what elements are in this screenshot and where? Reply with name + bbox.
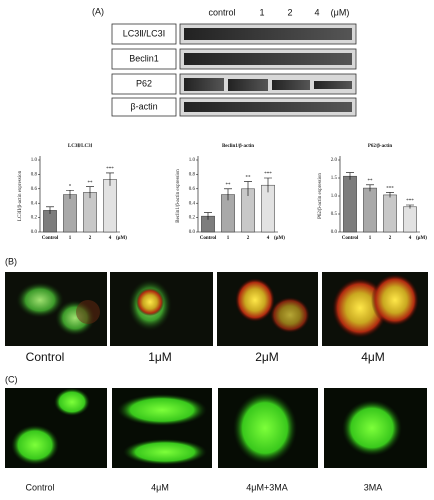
significance-label: **: [226, 183, 232, 188]
micrograph-row: [5, 272, 428, 346]
y-tick-label: 0.0: [331, 230, 338, 235]
y-tick-label: 0.4: [189, 201, 196, 206]
dose-label: 1: [259, 7, 264, 17]
image-label: 3MA: [364, 482, 383, 492]
panel-label: (A): [92, 6, 104, 16]
error-bar: [86, 186, 94, 199]
error-bar: [204, 212, 212, 220]
significance-label: **: [246, 176, 252, 181]
error-bar: [106, 172, 114, 186]
error-bar: [366, 184, 374, 192]
significance-label: *: [69, 184, 72, 189]
error-bar: [386, 192, 394, 198]
bar: [343, 175, 357, 233]
x-tick-label: 4: [109, 236, 112, 241]
significance-label: ***: [406, 199, 414, 204]
error-bar: [244, 181, 252, 196]
x-tick-label: Control: [342, 236, 359, 241]
bar: [63, 194, 77, 233]
bar: [363, 187, 377, 233]
dose-label: (μM): [331, 7, 350, 17]
y-tick-label: 0.2: [189, 216, 196, 221]
y-tick-label: 0.8: [31, 173, 38, 178]
image-label: 1μM: [148, 350, 172, 364]
y-axis-label: Beclin1/β-actin expression: [176, 169, 181, 223]
y-tick-label: 2.0: [331, 158, 338, 163]
error-bar: [346, 172, 354, 180]
x-tick-label: 2: [247, 236, 250, 241]
x-tick-label: Control: [42, 236, 59, 241]
significance-label: **: [88, 181, 94, 186]
significance-label: **: [368, 179, 374, 184]
x-tick-label: 4: [409, 236, 412, 241]
unit-label: (μM): [416, 236, 427, 241]
y-tick-label: 0.2: [31, 216, 38, 221]
image-label: 4μM+3MA: [246, 482, 287, 492]
x-tick-label: Control: [200, 236, 217, 241]
significance-label: ***: [386, 187, 394, 192]
error-bar: [264, 177, 272, 193]
blot-label: P62: [136, 78, 152, 88]
y-tick-label: 0.6: [189, 187, 196, 192]
y-tick-label: 0.5: [331, 212, 338, 217]
y-tick-label: 0.0: [189, 230, 196, 235]
x-tick-label: 2: [389, 236, 392, 241]
unit-label: (μM): [116, 236, 127, 241]
significance-label: ***: [264, 172, 272, 177]
image-label: 4μM: [361, 350, 385, 364]
error-bar: [46, 206, 54, 214]
panel-label: (C): [5, 374, 18, 384]
error-bar: [406, 204, 414, 209]
x-tick-label: 1: [227, 236, 230, 241]
x-tick-label: 1: [369, 236, 372, 241]
panel-label: (B): [5, 256, 17, 266]
y-axis-label: LC3II/β-actin expression: [18, 170, 23, 221]
image-label: Control: [26, 350, 65, 364]
dose-label: 2: [287, 7, 292, 17]
image-label: 4μM: [151, 482, 169, 492]
x-tick-label: 1: [69, 236, 72, 241]
y-tick-label: 1.0: [189, 158, 196, 163]
y-axis-label: P62/β-actin expression: [318, 173, 323, 219]
chart-title: P62/β-actin: [368, 144, 393, 149]
blot: [111, 23, 357, 117]
blot-label: β-actin: [130, 101, 157, 111]
x-tick-label: 2: [89, 236, 92, 241]
bar: [103, 179, 117, 233]
chart-title: Beclin1/β-actin: [222, 144, 254, 149]
image-label: Control: [25, 482, 54, 492]
y-tick-label: 0.8: [189, 173, 196, 178]
y-tick-label: 0.6: [31, 187, 38, 192]
y-tick-label: 1.0: [31, 158, 38, 163]
x-tick-label: 4: [267, 236, 270, 241]
error-bar: [224, 188, 232, 201]
y-tick-label: 0.0: [31, 230, 38, 235]
blot-label: LC3Ⅱ/LC3Ⅰ: [123, 28, 166, 38]
y-tick-label: 1.5: [331, 176, 338, 181]
blot-label: Beclin1: [129, 53, 159, 63]
bar: [403, 206, 417, 233]
chart-title: LC3Ⅱ/LC3Ⅰ: [68, 142, 93, 149]
y-tick-label: 1.0: [331, 194, 338, 199]
significance-label: ***: [106, 167, 114, 172]
error-bar: [66, 189, 74, 199]
dose-label: control: [208, 7, 235, 17]
bar: [383, 194, 397, 233]
bar: [83, 192, 97, 233]
image-label: 2μM: [255, 350, 279, 364]
micrograph-row: [5, 388, 427, 468]
unit-label: (μM): [274, 236, 285, 241]
y-tick-label: 0.4: [31, 201, 38, 206]
dose-label: 4: [314, 7, 319, 17]
